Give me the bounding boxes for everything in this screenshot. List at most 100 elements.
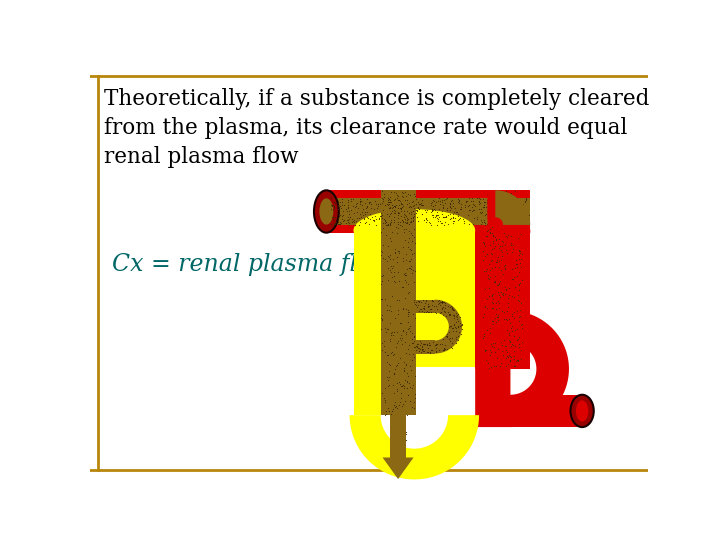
Point xyxy=(392,379,403,388)
Point xyxy=(448,213,459,221)
Point xyxy=(440,311,451,320)
Point xyxy=(384,255,396,264)
Point xyxy=(506,312,518,320)
Point xyxy=(495,210,506,219)
Point xyxy=(416,201,428,210)
Point xyxy=(388,208,400,217)
Point xyxy=(384,360,395,369)
Point xyxy=(485,205,496,214)
Point xyxy=(420,206,431,214)
Point xyxy=(511,216,523,225)
Point xyxy=(448,321,459,329)
Point xyxy=(446,303,458,312)
Point xyxy=(381,301,392,309)
Point xyxy=(401,217,413,226)
Point xyxy=(479,332,490,340)
Point xyxy=(368,215,379,224)
Point xyxy=(497,215,508,224)
Point xyxy=(516,224,527,233)
Point xyxy=(407,266,418,274)
Point xyxy=(492,310,503,319)
Point xyxy=(513,340,524,348)
Point xyxy=(484,274,495,283)
Point xyxy=(408,296,420,305)
Point xyxy=(407,381,418,389)
Point xyxy=(438,334,449,343)
Point xyxy=(477,247,489,255)
Point xyxy=(389,427,400,436)
Point xyxy=(379,255,391,264)
Point xyxy=(334,198,346,207)
Point xyxy=(498,262,510,271)
Point xyxy=(500,265,511,273)
Point xyxy=(388,369,400,378)
Point xyxy=(484,228,495,237)
Point xyxy=(505,218,516,227)
Point xyxy=(358,205,369,214)
Point xyxy=(325,194,337,202)
Point xyxy=(438,220,449,229)
Point xyxy=(494,293,505,302)
Point xyxy=(500,190,512,198)
Point xyxy=(497,201,508,210)
Point xyxy=(385,432,397,441)
Point xyxy=(389,195,400,204)
Point xyxy=(495,277,506,286)
Point xyxy=(408,397,420,406)
Point xyxy=(511,356,523,364)
Point xyxy=(431,212,442,220)
Point xyxy=(426,296,438,305)
Point xyxy=(523,219,535,228)
Point xyxy=(395,450,406,459)
Point xyxy=(400,422,411,431)
Point xyxy=(500,194,512,202)
Point xyxy=(396,333,408,342)
Point xyxy=(428,206,439,214)
Point xyxy=(391,384,402,393)
Point xyxy=(511,307,523,316)
Point xyxy=(446,195,458,204)
Point xyxy=(473,205,485,213)
Point xyxy=(508,272,520,281)
Point xyxy=(387,431,399,440)
Point xyxy=(412,213,423,221)
Point xyxy=(400,219,412,227)
Point xyxy=(402,310,413,319)
Point xyxy=(437,213,449,221)
Point xyxy=(413,205,425,213)
Point xyxy=(415,199,427,207)
Point xyxy=(403,256,415,265)
Point xyxy=(382,306,393,314)
Point xyxy=(426,206,438,215)
Point xyxy=(405,322,416,330)
Point xyxy=(467,194,478,202)
Point xyxy=(330,215,342,224)
Point xyxy=(423,338,435,347)
Point xyxy=(422,307,433,316)
Point xyxy=(506,275,518,284)
Point xyxy=(478,203,490,212)
Point xyxy=(392,218,404,227)
Point xyxy=(492,215,504,224)
Point xyxy=(499,264,510,273)
Point xyxy=(423,341,434,349)
Point xyxy=(390,412,402,421)
Point xyxy=(414,298,426,306)
Point xyxy=(487,222,498,231)
Point xyxy=(482,198,494,206)
Point xyxy=(401,383,413,392)
Point xyxy=(392,327,403,336)
Point xyxy=(391,253,402,262)
Point xyxy=(386,433,397,441)
Point xyxy=(433,299,445,307)
Point xyxy=(503,190,515,199)
Point xyxy=(389,202,400,211)
Point xyxy=(441,332,453,341)
Point xyxy=(496,196,508,205)
Point xyxy=(399,294,410,302)
Point xyxy=(399,215,410,224)
Point xyxy=(493,262,505,271)
Point xyxy=(489,347,500,356)
Point xyxy=(517,200,528,208)
Point xyxy=(386,307,397,315)
